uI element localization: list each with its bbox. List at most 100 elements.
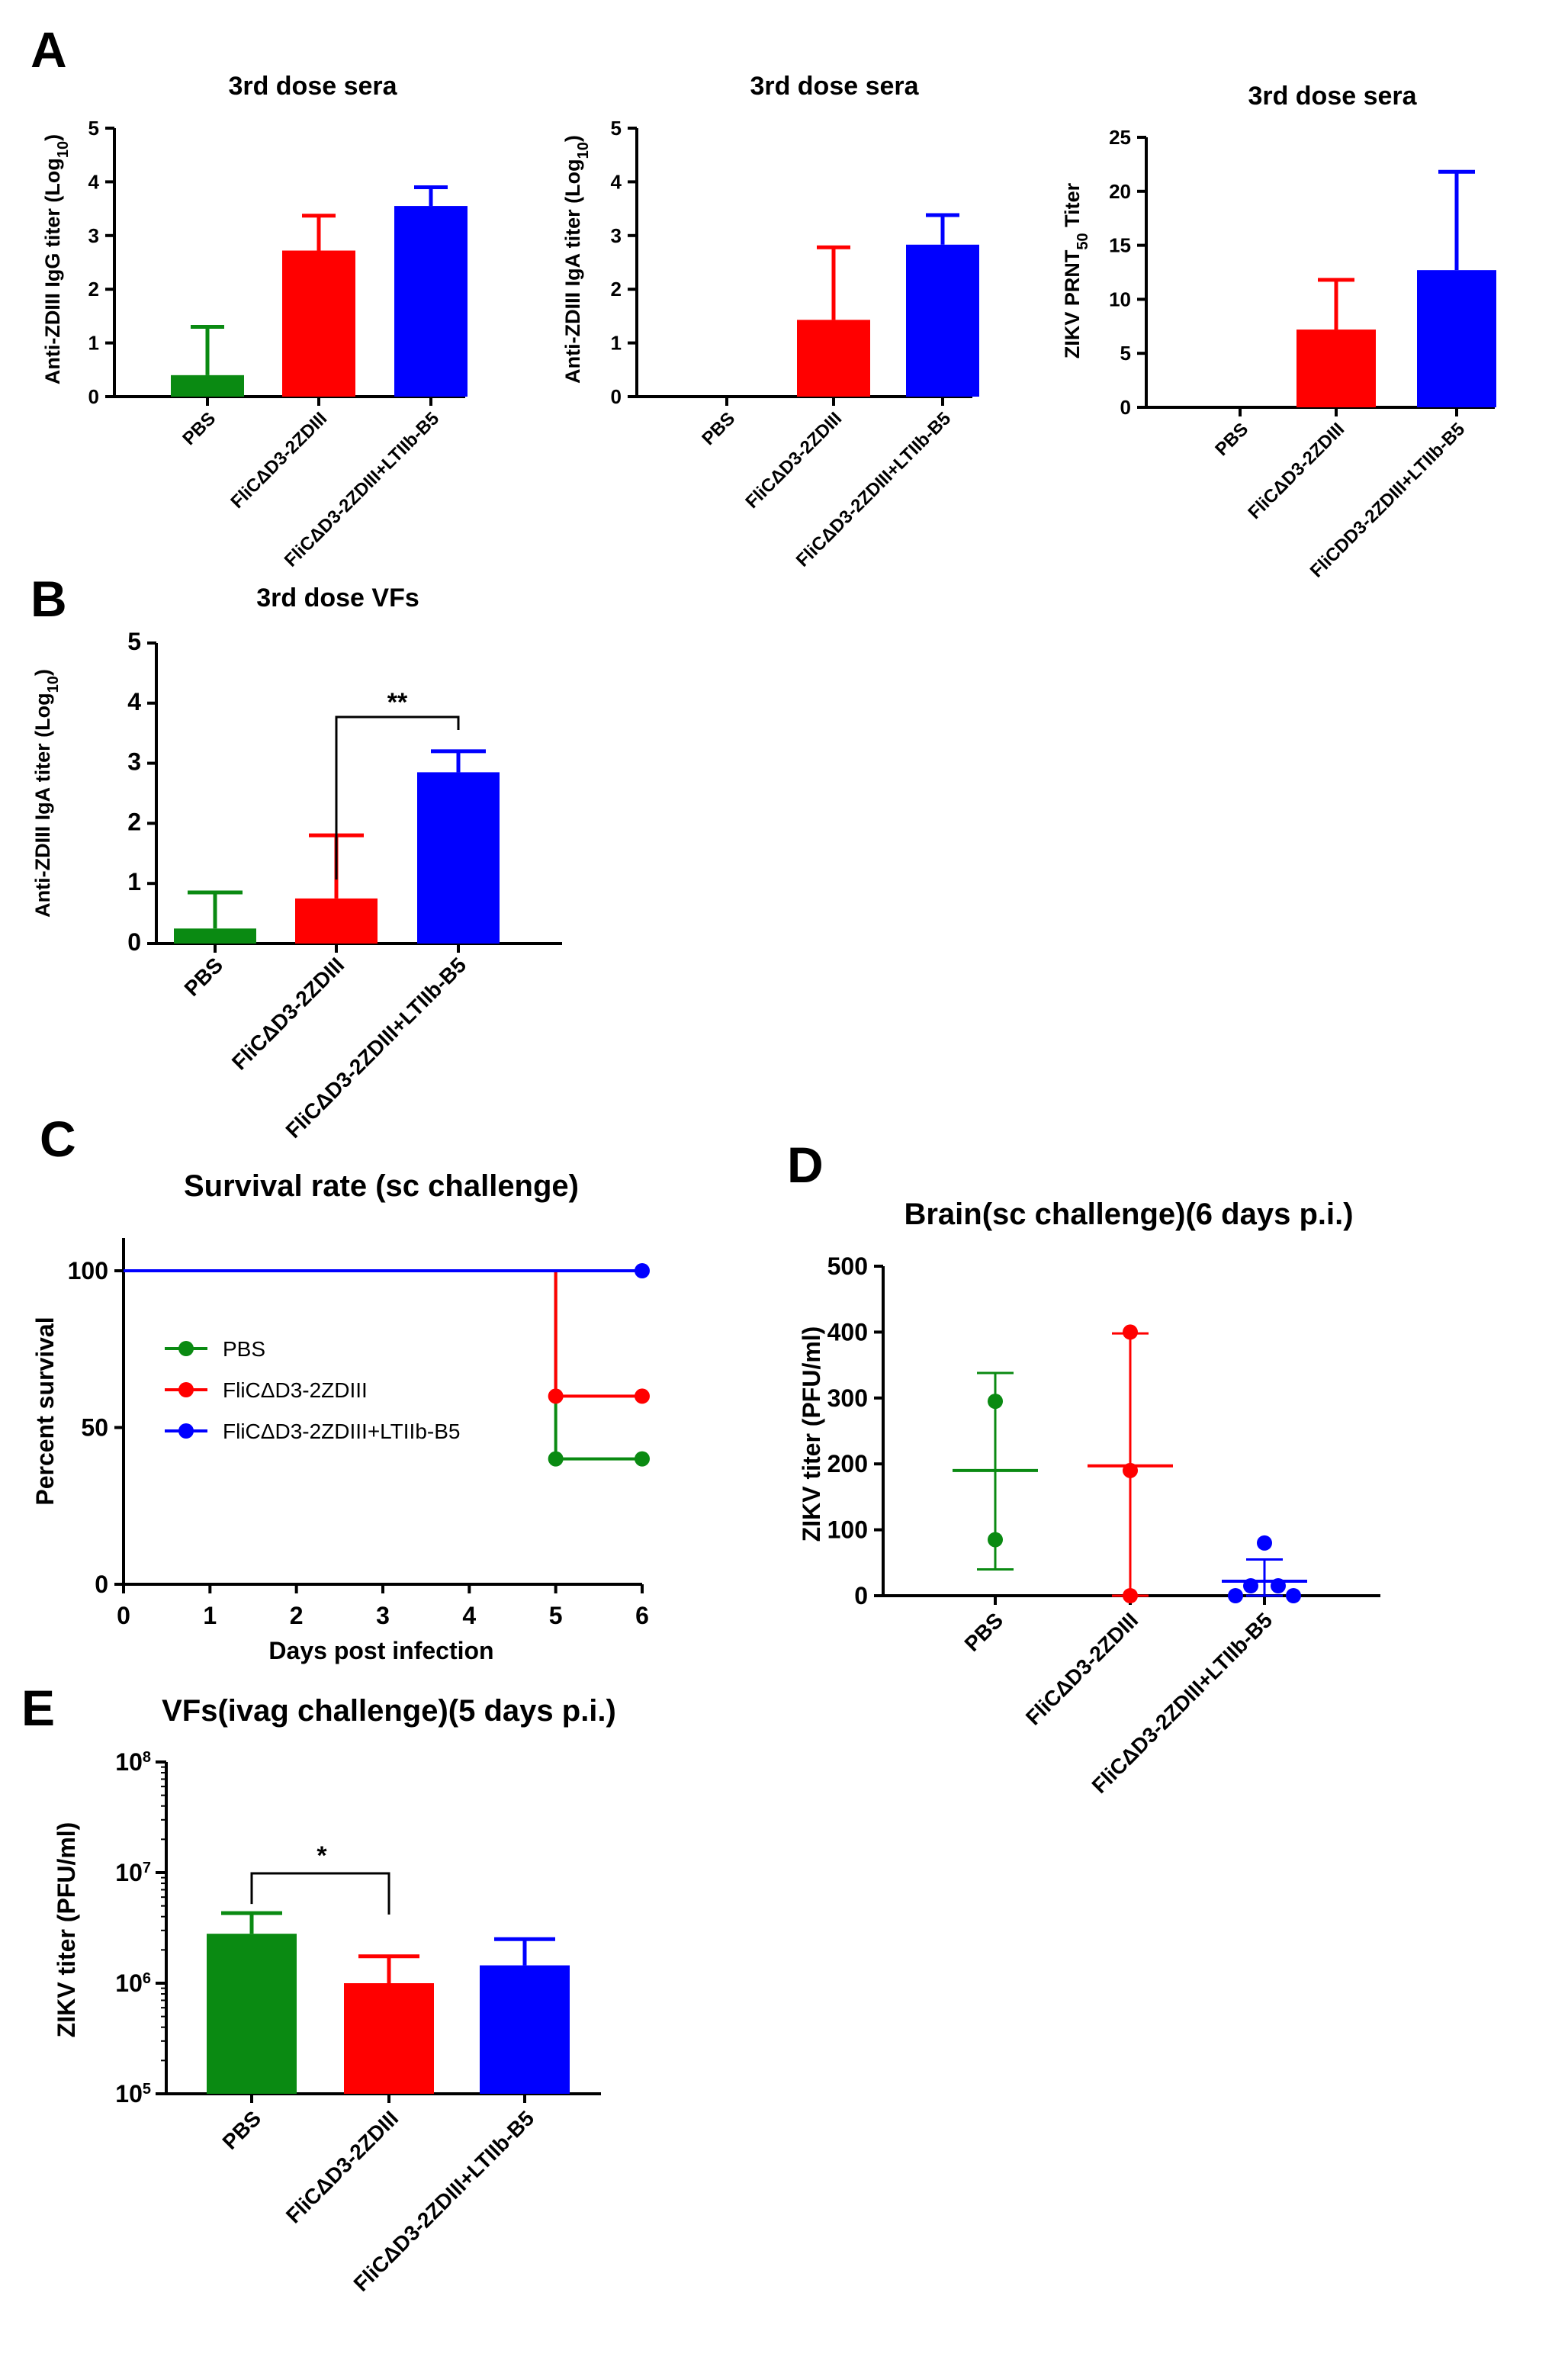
tick-base: 10	[115, 2080, 143, 2108]
x-axis-label: Days post infection	[268, 1637, 493, 1664]
ylabel-end: Titer	[1061, 182, 1084, 233]
y-tick-label: 2	[127, 808, 141, 835]
y-tick-label: 0	[1120, 396, 1131, 419]
chart-title: 3rd dose sera	[1248, 82, 1417, 111]
significance-bracket	[335, 715, 460, 880]
bar	[207, 1934, 297, 2094]
panel-letter-C: C	[40, 1111, 76, 1167]
bar	[1296, 330, 1376, 407]
bar	[394, 206, 468, 397]
legend-label: FliCΔD3-2ZDIII+LTIIb-B5	[223, 1420, 460, 1443]
legend-marker	[178, 1423, 194, 1439]
bar	[1417, 270, 1496, 407]
y-axis-label: ZIKV titer (PFU/ml)	[798, 1326, 825, 1542]
y-tick-label: 2	[611, 278, 622, 301]
y-tick-label: 100	[68, 1257, 108, 1284]
panel-letter-D: D	[787, 1137, 824, 1193]
x-tick-label: 2	[290, 1602, 304, 1629]
bar	[295, 898, 378, 944]
legend-marker	[178, 1341, 194, 1356]
tick-base: 10	[115, 1748, 143, 1776]
y-tick-label: 5	[611, 117, 622, 140]
y-tick-label: 4	[127, 688, 141, 715]
y-tick-label: 108	[115, 1748, 151, 1776]
ylabel-main: Anti-ZDIII IgA titer (Log	[561, 159, 584, 383]
y-tick-label: 0	[95, 1571, 108, 1598]
bar	[417, 772, 500, 944]
x-tick-label: 3	[376, 1602, 390, 1629]
y-tick-label: 0	[854, 1582, 868, 1609]
category-label: FliCΔD3-2ZDIII	[1021, 1608, 1142, 1729]
y-tick-label: 3	[127, 748, 141, 776]
data-point	[1243, 1578, 1258, 1594]
y-tick-label: 50	[81, 1414, 108, 1442]
data-point	[1271, 1578, 1286, 1594]
data-point	[988, 1532, 1003, 1548]
significance-label: *	[316, 1841, 327, 1870]
chart-title: VFs(ivag challenge)(5 days p.i.)	[162, 1694, 616, 1728]
data-point	[988, 1394, 1003, 1410]
y-tick-label: 0	[611, 385, 622, 408]
y-tick-label: 3	[611, 224, 622, 247]
chart-title: 3rd dose sera	[750, 72, 919, 101]
ylabel-sub: 10	[575, 142, 592, 159]
category-label: PBS	[960, 1608, 1008, 1656]
series-marker	[635, 1451, 650, 1467]
ylabel-end: )	[561, 135, 584, 142]
category-label: FliCΔD3-2ZDIII	[227, 408, 331, 513]
x-tick-label: 6	[635, 1602, 649, 1629]
legend-marker	[178, 1382, 194, 1397]
ylabel-main: Anti-ZDIII IgA titer (Log	[31, 693, 54, 917]
panel-letter-B: B	[31, 571, 67, 627]
series-marker	[635, 1263, 650, 1278]
ylabel-sub: 50	[1075, 233, 1091, 249]
y-tick-label: 1	[611, 332, 622, 355]
panel-letter-E: E	[21, 1680, 55, 1736]
bar	[174, 928, 256, 944]
y-tick-label: 100	[827, 1516, 868, 1544]
category-label: PBS	[698, 408, 739, 449]
data-point	[1228, 1588, 1243, 1603]
y-tick-label: 15	[1109, 234, 1131, 257]
y-tick-label: 3	[88, 224, 99, 247]
significance-label: **	[387, 688, 408, 717]
tick-exponent: 6	[143, 1970, 151, 1987]
series-marker	[548, 1451, 564, 1467]
y-tick-label: 4	[88, 170, 100, 193]
tick-base: 10	[115, 1859, 143, 1886]
data-point	[1257, 1535, 1272, 1551]
x-tick-label: 4	[462, 1602, 476, 1629]
y-tick-label: 4	[611, 170, 622, 193]
series-line	[124, 1269, 642, 1398]
ylabel-sub: 10	[45, 676, 62, 693]
ylabel-main: Anti-ZDIII IgG titer (Log	[41, 158, 64, 384]
ylabel-sub: 10	[55, 141, 72, 158]
tick-exponent: 8	[143, 1749, 151, 1766]
tick-base: 10	[115, 1969, 143, 1997]
y-axis-label: Anti-ZDIII IgA titer (Log10)	[561, 135, 592, 384]
y-tick-label: 5	[127, 628, 141, 655]
category-label: FliCΔD3-2ZDIII	[741, 408, 846, 513]
category-label: PBS	[218, 2106, 266, 2154]
y-tick-label: 20	[1109, 180, 1131, 203]
y-tick-label: 10	[1109, 288, 1131, 310]
category-label: PBS	[178, 408, 220, 449]
x-tick-label: 5	[549, 1602, 563, 1629]
x-tick-label: 1	[203, 1602, 217, 1629]
y-axis-label: ZIKV PRNT50 Titer	[1061, 182, 1091, 359]
panel-A3: 0510152025PBSFliCΔD3-2ZDIIIFliCDD3-2ZDII…	[1109, 82, 1496, 582]
series-marker	[635, 1388, 650, 1404]
y-axis-label: Anti-ZDIII IgG titer (Log10)	[41, 134, 72, 384]
category-label: PBS	[1211, 419, 1252, 460]
y-axis-label: Anti-ZDIII IgA titer (Log10)	[31, 669, 62, 918]
chart-title: 3rd dose VFs	[256, 584, 419, 613]
ylabel-end: )	[41, 134, 64, 141]
tick-exponent: 5	[143, 2081, 151, 2098]
bar	[344, 1983, 434, 2094]
chart-title: Survival rate (sc challenge)	[184, 1169, 579, 1203]
y-tick-label: 500	[827, 1252, 868, 1280]
